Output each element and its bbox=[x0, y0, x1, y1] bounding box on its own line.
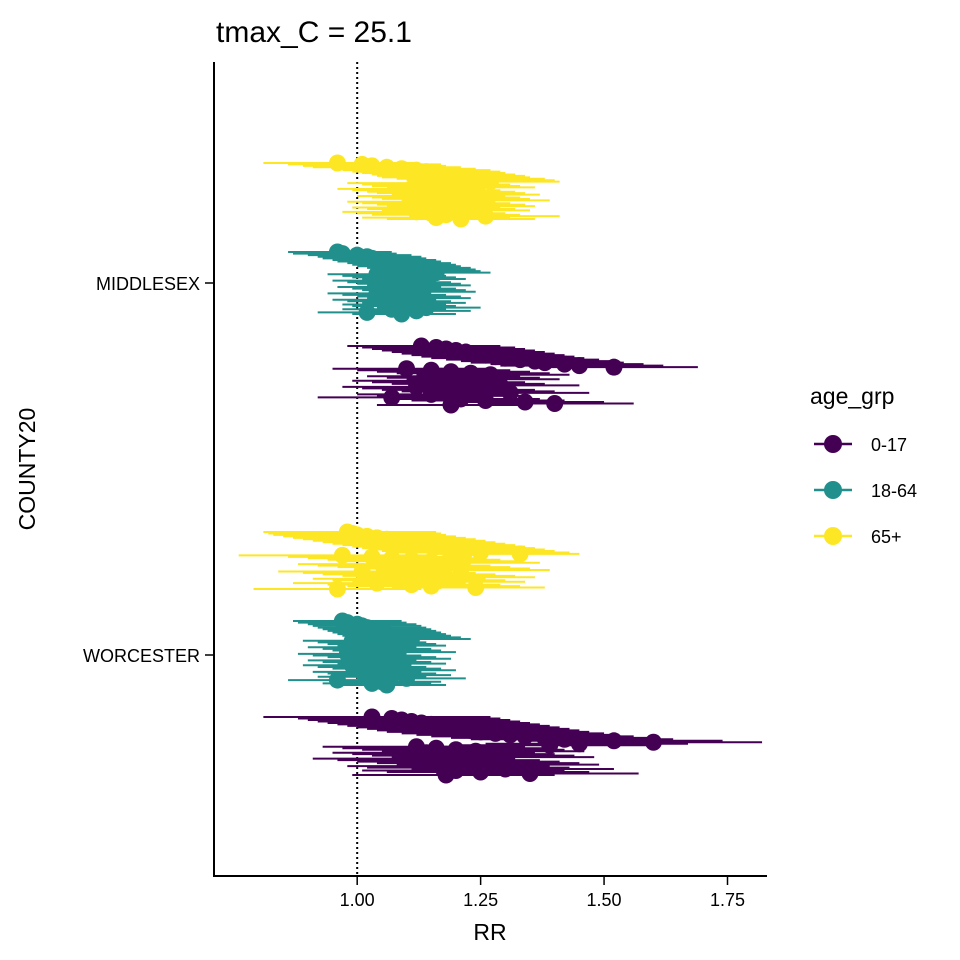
point-estimate bbox=[472, 723, 490, 741]
point-estimate bbox=[353, 562, 371, 580]
point-estimate bbox=[388, 570, 406, 588]
point-estimate bbox=[546, 394, 564, 412]
point-estimate bbox=[412, 337, 430, 355]
point-estimate bbox=[393, 160, 411, 178]
x-tick-label: 1.75 bbox=[710, 890, 745, 910]
point-estimate bbox=[467, 579, 485, 597]
x-tick-label: 1.25 bbox=[463, 890, 498, 910]
series-middlesex-18-64 bbox=[288, 243, 491, 323]
point-estimate bbox=[556, 730, 574, 748]
point-estimate bbox=[333, 245, 351, 263]
x-tick-label: 1.50 bbox=[587, 890, 622, 910]
point-estimate bbox=[407, 378, 425, 396]
legend-label: 0-17 bbox=[871, 435, 907, 455]
point-estimate bbox=[328, 580, 346, 598]
point-estimate bbox=[541, 736, 559, 754]
point-estimate bbox=[536, 354, 554, 372]
series-worcester-0-17 bbox=[263, 708, 763, 784]
series-middlesex-0-17 bbox=[317, 337, 698, 414]
legend: age_grp 0-17 18-64 65+ bbox=[810, 383, 917, 547]
point-estimate bbox=[363, 157, 381, 175]
point-estimate bbox=[457, 542, 475, 560]
point-estimate bbox=[496, 349, 514, 367]
point-estimate bbox=[427, 209, 445, 227]
point-estimate bbox=[328, 671, 346, 689]
series-worcester-65+ bbox=[238, 523, 580, 598]
y-axis-ticks: MIDDLESEX WORCESTER bbox=[83, 274, 214, 666]
point-estimate bbox=[472, 763, 490, 781]
point-estimate bbox=[496, 760, 514, 778]
point-estimate bbox=[358, 303, 376, 321]
series-worcester-18-64 bbox=[288, 612, 471, 694]
point-estimate bbox=[378, 676, 396, 694]
y-tick-label: MIDDLESEX bbox=[96, 274, 200, 294]
point-estimate bbox=[644, 733, 662, 751]
point-estimate bbox=[511, 545, 529, 563]
point-estimate bbox=[368, 574, 386, 592]
point-estimate bbox=[605, 732, 623, 750]
point-estimate bbox=[486, 724, 504, 742]
legend-label: 65+ bbox=[871, 527, 902, 547]
legend-key-point bbox=[824, 527, 842, 545]
x-axis-title: RR bbox=[473, 919, 506, 945]
point-estimate bbox=[398, 669, 416, 687]
point-estimate bbox=[570, 357, 588, 375]
legend-key-point bbox=[824, 481, 842, 499]
point-estimate bbox=[427, 264, 445, 282]
point-estimate bbox=[452, 210, 470, 228]
point-estimate bbox=[403, 576, 420, 594]
point-estimate bbox=[442, 396, 460, 414]
legend-label: 18-64 bbox=[871, 481, 917, 501]
point-estimate bbox=[383, 388, 401, 406]
point-estimate bbox=[363, 674, 381, 692]
point-estimate bbox=[422, 577, 440, 595]
point-estimate bbox=[482, 173, 499, 191]
point-estimate bbox=[452, 561, 470, 579]
point-estimate bbox=[467, 191, 485, 209]
point-estimate bbox=[477, 207, 495, 225]
point-estimate bbox=[403, 630, 420, 648]
point-estimate bbox=[570, 735, 588, 753]
point-estimate bbox=[516, 393, 534, 411]
point-estimate bbox=[363, 708, 381, 726]
point-estimate bbox=[501, 384, 519, 402]
y-tick-label: WORCESTER bbox=[83, 646, 200, 666]
point-estimate bbox=[398, 750, 416, 768]
point-estimate bbox=[328, 154, 346, 172]
point-estimate bbox=[398, 360, 416, 378]
point-estimate bbox=[501, 726, 519, 744]
point-estimate bbox=[407, 302, 425, 320]
x-tick-label: 1.00 bbox=[340, 890, 375, 910]
point-estimate bbox=[378, 158, 396, 176]
legend-item: 18-64 bbox=[814, 481, 917, 501]
point-estimate bbox=[556, 355, 574, 373]
legend-item: 0-17 bbox=[814, 435, 907, 455]
legend-item: 65+ bbox=[814, 527, 902, 547]
point-estimate bbox=[403, 180, 420, 198]
legend-key-point bbox=[824, 435, 842, 453]
point-estimate bbox=[477, 391, 495, 409]
point-estimate bbox=[393, 305, 411, 323]
series-middlesex-65+ bbox=[263, 154, 560, 228]
point-estimate bbox=[437, 766, 455, 784]
point-estimate bbox=[422, 385, 440, 403]
point-estimate bbox=[516, 727, 534, 745]
point-estimate bbox=[605, 358, 623, 376]
y-axis-title: COUNTY20 bbox=[14, 408, 40, 531]
point-estimate bbox=[472, 543, 490, 561]
point-estimate bbox=[333, 546, 351, 564]
point-estimate bbox=[521, 765, 539, 783]
legend-title: age_grp bbox=[810, 383, 894, 409]
series-group bbox=[238, 154, 763, 784]
chart-title: tmax_C = 25.1 bbox=[216, 16, 412, 49]
x-axis-ticks: 1.00 1.25 1.50 1.75 bbox=[340, 876, 745, 910]
point-estimate bbox=[407, 203, 425, 221]
point-estimate bbox=[511, 351, 529, 369]
